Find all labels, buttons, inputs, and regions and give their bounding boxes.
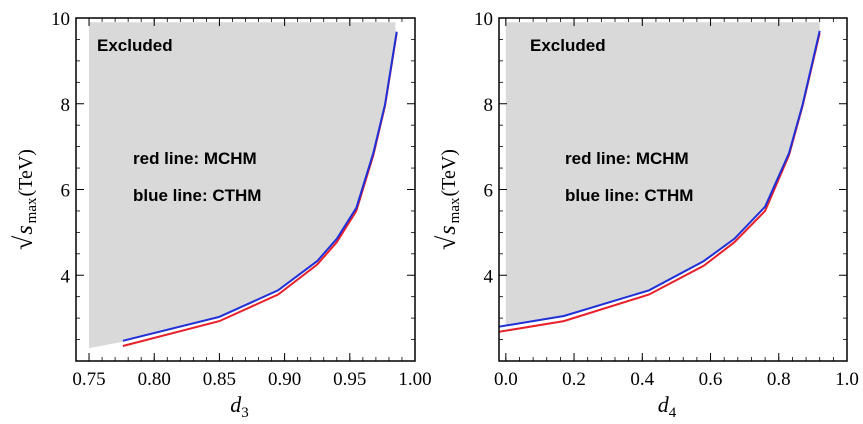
y-tick-label: 8: [484, 95, 494, 116]
y-axis-root: √: [432, 235, 461, 250]
annotation-red: red line: MCHM: [565, 149, 689, 168]
annotation-blue: blue line: CTHM: [133, 186, 261, 205]
chart-panel-1: 0.75 0.80 0.85 0.90 0.95 1.00 4 6 8 10 d3 √s max(TeV…: [9, 9, 432, 421]
y-tick-label: 6: [61, 181, 71, 202]
y-axis-unit: (TeV): [15, 149, 37, 196]
series-line-cthm: [498, 30, 821, 328]
y-axis-root: √: [9, 235, 38, 250]
excluded-region: [89, 22, 396, 349]
excluded-region: [505, 22, 820, 327]
x-tick-label: 0.80: [138, 369, 171, 390]
x-tick-label: 1.0: [835, 369, 859, 390]
annotation-excluded: Excluded: [97, 36, 173, 55]
annotation-excluded: Excluded: [530, 36, 606, 55]
y-tick-label: 6: [484, 181, 494, 202]
x-tick-label: 0.8: [767, 369, 791, 390]
annotation-blue: blue line: CTHM: [565, 186, 693, 205]
x-axis-title: d4: [658, 392, 677, 421]
y-axis-subscript: max: [24, 197, 40, 223]
y-axis-title: √s max(TeV): [9, 149, 40, 250]
x-tick-label: 0.95: [333, 369, 366, 390]
y-tick-label: 10: [51, 9, 70, 30]
y-axis-var: s: [12, 225, 38, 234]
y-axis-var: s: [435, 225, 461, 234]
y-tick-label: 4: [484, 266, 494, 287]
x-axis-subscript: 3: [241, 405, 249, 421]
series-line-cthm: [122, 31, 398, 342]
x-tick-label: 0.4: [630, 369, 654, 390]
y-axis-subscript: max: [447, 197, 463, 223]
y-axis-unit: (TeV): [438, 149, 460, 196]
x-axis-title: d3: [230, 392, 249, 421]
x-tick-label: 0.85: [203, 369, 236, 390]
annotation-red: red line: MCHM: [133, 149, 257, 168]
x-tick-label: 0.75: [72, 369, 105, 390]
y-tick-label: 10: [474, 9, 493, 30]
y-tick-label: 8: [61, 95, 71, 116]
x-tick-label: 0.0: [494, 369, 518, 390]
x-tick-label: 1.00: [398, 369, 431, 390]
x-tick-label: 0.90: [268, 369, 301, 390]
x-tick-label: 0.2: [562, 369, 586, 390]
x-tick-label: 0.6: [699, 369, 723, 390]
y-axis-title: √s max(TeV): [432, 149, 463, 250]
x-axis-subscript: 4: [669, 405, 677, 421]
chart-panel-2: 0.0 0.2 0.4 0.6 0.8 1.0 4 6 8 10 d4 √s max(TeV) Exclu…: [432, 9, 859, 421]
y-tick-label: 4: [61, 266, 71, 287]
